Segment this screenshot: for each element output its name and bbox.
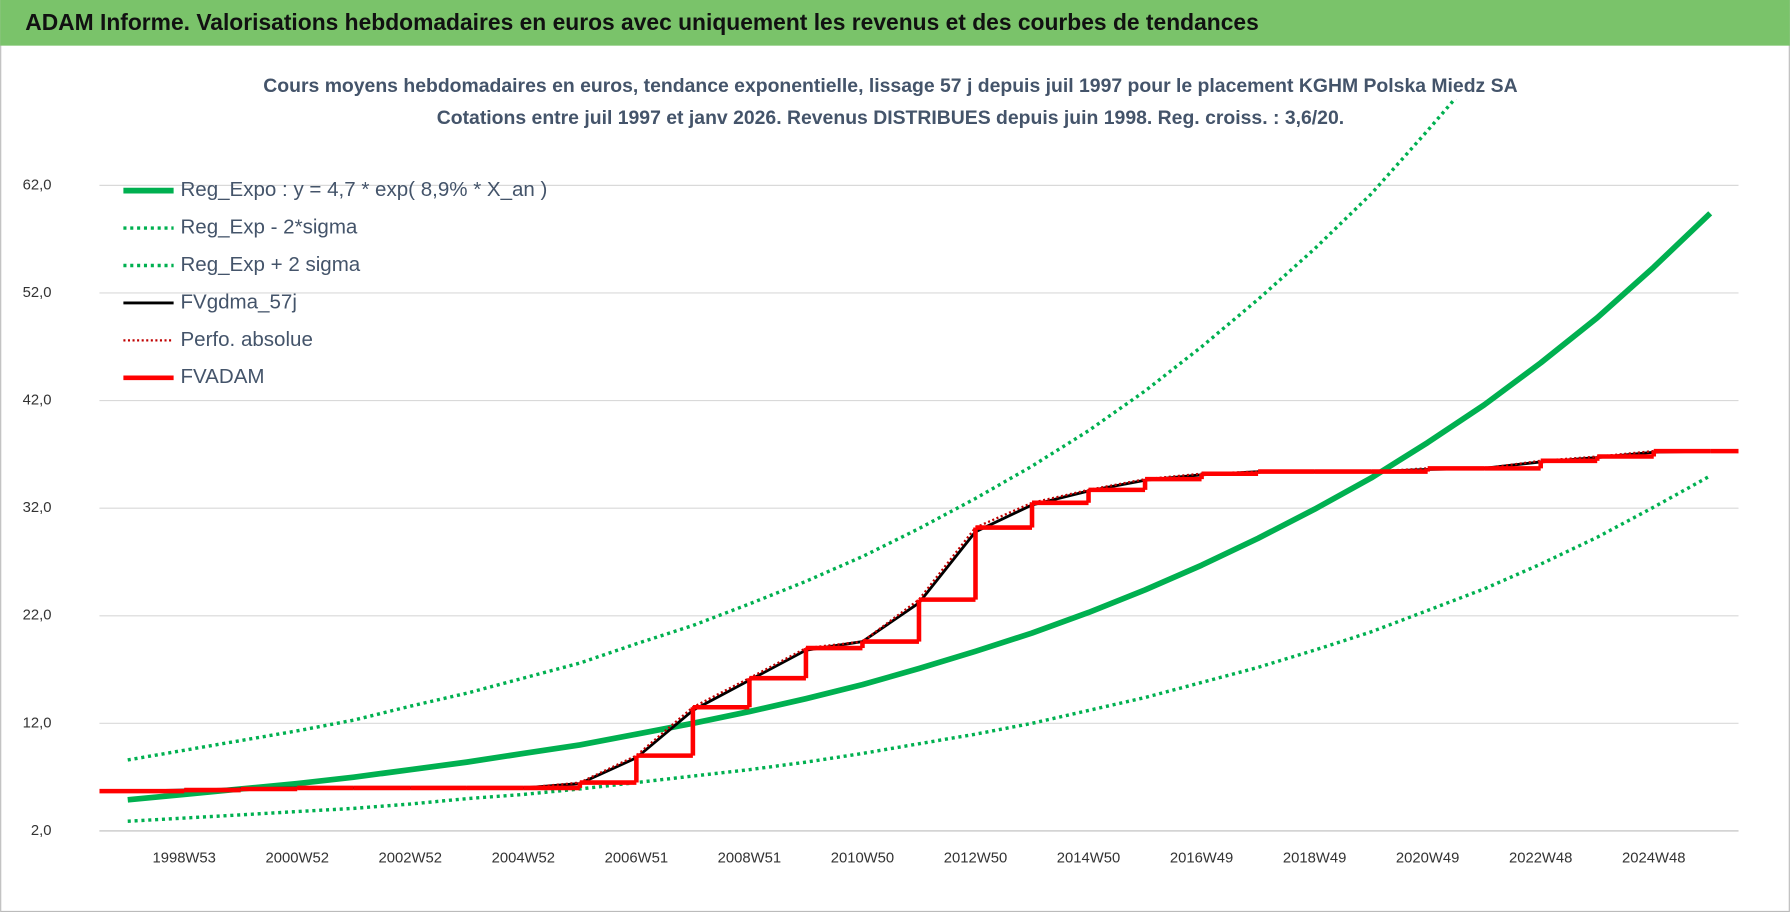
x-tick-label: 2000W52: [266, 850, 329, 866]
legend-label: FVADAM: [180, 365, 264, 388]
series-line: [127, 99, 1457, 762]
x-tick-label: 2022W48: [1509, 850, 1572, 866]
legend-label: FVgdma_57j: [180, 290, 296, 313]
legend-label: Reg_Exp - 2*sigma: [180, 215, 357, 238]
legend-label: Perfo. absolue: [180, 328, 312, 351]
y-tick-label: 62,0: [23, 177, 52, 193]
legend-label: Reg_Exp + 2 sigma: [180, 253, 360, 276]
x-tick-label: 2018W49: [1283, 850, 1346, 866]
y-tick-label: 22,0: [23, 608, 52, 624]
x-tick-label: 2004W52: [492, 850, 555, 866]
x-tick-label: 2014W50: [1057, 850, 1120, 866]
x-tick-label: 2020W49: [1396, 850, 1459, 866]
y-tick-label: 32,0: [23, 500, 52, 516]
y-tick-label: 12,0: [23, 715, 52, 731]
x-tick-label: 2012W50: [944, 850, 1007, 866]
series-line: [127, 211, 1713, 803]
y-tick-label: 52,0: [23, 285, 52, 301]
x-tick-label: 2008W51: [718, 850, 781, 866]
x-tick-label: 2010W50: [831, 850, 894, 866]
header-bar: [0, 0, 1790, 46]
y-tick-label: 42,0: [23, 392, 52, 408]
legend-label: Reg_Expo : y = 4,7 * exp( 8,9% * X_an ): [180, 178, 547, 201]
chart-title: Cours moyens hebdomadaires en euros, ten…: [263, 75, 1517, 97]
series-line: [127, 474, 1712, 823]
x-tick-label: 2002W52: [379, 850, 442, 866]
x-tick-label: 1998W53: [152, 850, 215, 866]
x-tick-label: 2024W48: [1622, 850, 1685, 866]
legend: Reg_Expo : y = 4,7 * exp( 8,9% * X_an ) R…: [123, 178, 547, 388]
chart-subtitle: Cotations entre juil 1997 et janv 2026. …: [437, 107, 1344, 129]
x-tick-label: 2016W49: [1170, 850, 1233, 866]
y-tick-label: 2,0: [31, 823, 52, 839]
header-title: ADAM Informe. Valorisations hebdomadaire…: [25, 9, 1259, 35]
plot-area: [99, 99, 1739, 823]
x-tick-label: 2006W51: [605, 850, 668, 866]
grid: 2,0 12,0 22,0 32,0 42,0 52,0 62,0 1998W53 2000W5…: [23, 177, 1739, 866]
